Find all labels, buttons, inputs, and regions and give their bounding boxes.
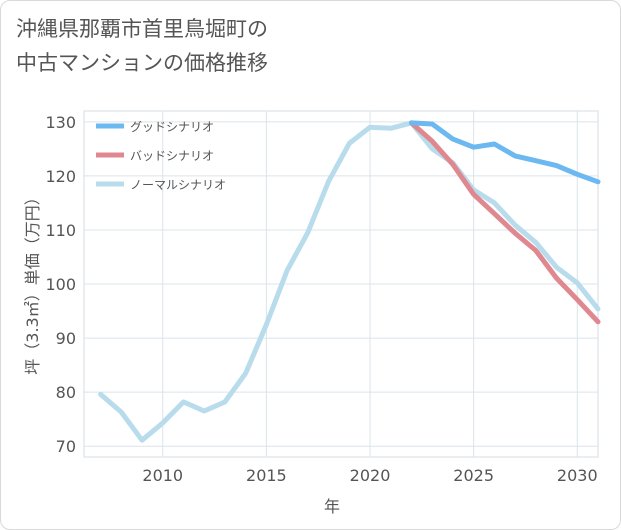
series-line-2 [98,120,601,443]
y-axis-ticks: 70 80 90 100 110 120 130 [45,113,76,456]
y-tick-label: 70 [56,437,76,456]
x-tick-label: 2015 [246,466,287,485]
x-axis-title: 年 [324,497,340,516]
series-group [98,120,601,443]
y-tick-label: 80 [56,383,76,402]
y-tick-label: 130 [45,113,76,132]
legend-label-2: ノーマルシナリオ [130,178,226,192]
y-axis-title: 坪（3.3㎡）単価（万円） [23,189,42,374]
y-tick-label: 90 [56,329,76,348]
chart-title-line-1: 沖縄県那覇市首里鳥堀町の [16,17,268,41]
chart-title-line-2: 中古マンションの価格推移 [16,51,268,75]
x-tick-label: 2010 [142,466,183,485]
x-tick-label: 2030 [557,466,598,485]
y-tick-label: 110 [45,221,76,240]
legend-label-1: バッドシナリオ [130,149,214,163]
series-line-1 [409,120,601,325]
y-tick-label: 100 [45,275,76,294]
series-line-0 [409,120,601,185]
x-tick-label: 2025 [453,466,494,485]
legend-label-0: グッドシナリオ [130,120,214,134]
x-tick-label: 2020 [350,466,391,485]
x-axis-ticks: 2010 2015 2020 2025 2030 [142,466,597,485]
chart-title: 沖縄県那覇市首里鳥堀町の 中古マンションの価格推移 [16,12,268,80]
y-tick-label: 120 [45,167,76,186]
